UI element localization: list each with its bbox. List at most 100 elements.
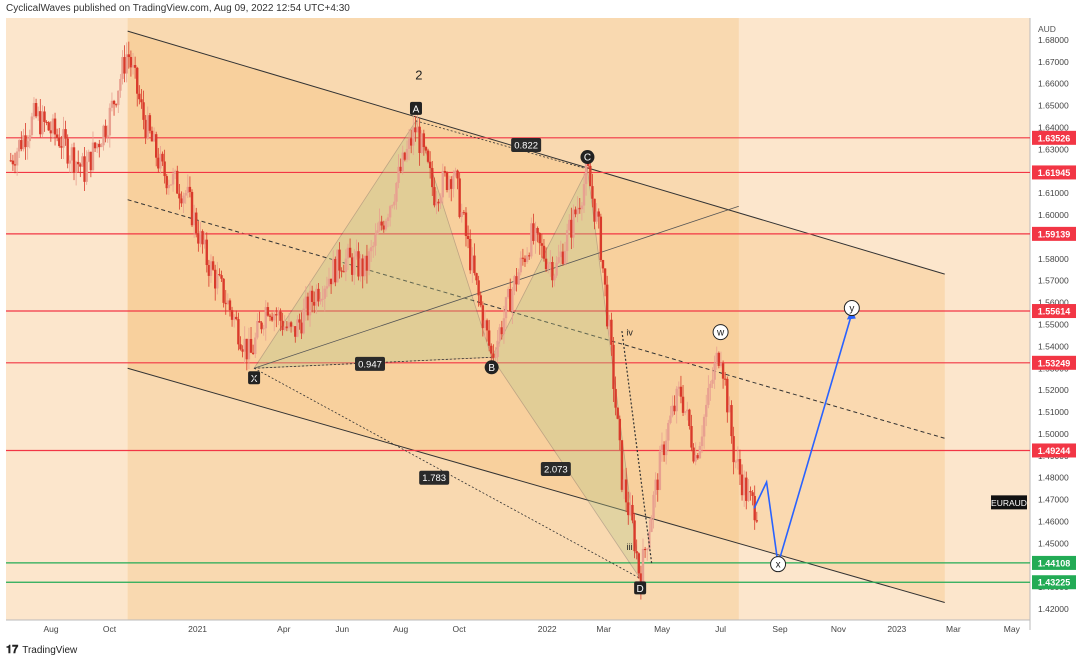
level-tag-0	[1032, 130, 1076, 145]
candle-body	[121, 57, 124, 79]
candle-body	[353, 256, 356, 275]
candle-body	[26, 141, 29, 148]
candle-body	[277, 311, 280, 316]
candle-body	[171, 173, 175, 185]
candle-body	[176, 170, 179, 194]
candle-body	[530, 223, 533, 257]
candle-body	[34, 103, 38, 117]
candle-body	[641, 548, 645, 589]
candle-body	[445, 172, 449, 190]
candle-body	[616, 407, 619, 419]
candle-body	[313, 301, 316, 306]
wave-circle-w	[712, 324, 729, 341]
candle-body	[686, 409, 689, 412]
candle-body	[711, 379, 714, 384]
channel-middle-line	[127, 199, 945, 439]
candle-body	[650, 517, 653, 532]
candle-body	[321, 298, 324, 300]
candle-body	[237, 319, 240, 345]
harmonic-point-b-label: B	[488, 363, 495, 374]
level-tag-3	[1032, 304, 1076, 319]
candle-body	[559, 251, 563, 258]
wave-circle-label-x: x	[776, 560, 781, 571]
candle-body	[296, 319, 299, 337]
candle-body	[580, 205, 584, 210]
candle-body	[574, 209, 577, 215]
candle-body	[87, 151, 90, 162]
candle-body	[538, 233, 541, 244]
candle-body	[452, 175, 455, 189]
symbol-tag	[991, 495, 1027, 510]
candle-body	[681, 396, 685, 413]
candle-body	[350, 257, 354, 275]
candle-body	[540, 243, 544, 246]
candle-body	[178, 193, 181, 199]
candle-body	[690, 426, 693, 448]
candle-body	[578, 207, 581, 210]
x-tick-label-2: 2021	[188, 624, 207, 634]
candle-body	[28, 135, 31, 142]
candle-body	[534, 227, 537, 241]
y-tick-label-18: 1.60000	[1038, 210, 1069, 220]
candle-body	[614, 388, 617, 408]
candle-body	[717, 352, 721, 366]
candle-body	[553, 275, 556, 281]
level-tag-4	[1032, 355, 1076, 370]
candle-body	[119, 78, 122, 91]
candle-body	[702, 416, 706, 437]
candle-body	[249, 338, 253, 353]
candle-body	[281, 320, 284, 331]
candle-body	[298, 319, 301, 323]
candle-body	[363, 255, 367, 277]
candle-body	[369, 247, 373, 252]
harmonic-point-b-marker	[484, 360, 499, 375]
level-tag-label-2: 1.59139	[1038, 229, 1071, 239]
candle-body	[471, 255, 474, 271]
candle-body	[433, 187, 436, 206]
candle-body	[403, 152, 407, 160]
candle-body	[435, 201, 438, 206]
candle-body	[605, 284, 609, 327]
candle-body	[211, 261, 215, 270]
candle-body	[386, 217, 390, 221]
candle-body	[43, 111, 46, 122]
candle-body	[660, 444, 664, 452]
y-tick-label-22: 1.64000	[1038, 122, 1069, 132]
candle-body	[127, 54, 131, 58]
candle-body	[262, 328, 265, 330]
candle-body	[652, 494, 655, 518]
candle-body	[395, 182, 398, 202]
level-tag-5	[1032, 443, 1076, 458]
level-tag-label-1: 1.61945	[1038, 168, 1071, 178]
candle-body	[11, 160, 15, 165]
wave-circle-y	[843, 300, 860, 317]
candle-body	[22, 135, 25, 150]
candle-body	[555, 262, 558, 276]
candle-body	[216, 274, 219, 289]
candle-body	[593, 198, 596, 222]
candle-body	[270, 316, 274, 321]
candle-body	[633, 520, 636, 552]
y-tick-label-5: 1.47000	[1038, 495, 1069, 505]
candle-body	[734, 461, 737, 463]
candle-body	[637, 553, 640, 574]
footer-brand: 𝟏𝟕 TradingView	[6, 644, 77, 657]
candle-body	[673, 405, 676, 412]
level-tag-label-6: 1.44108	[1038, 558, 1071, 568]
candle-body	[108, 107, 112, 136]
candle-body	[66, 138, 69, 164]
harmonic-point-a-marker	[409, 101, 422, 115]
candle-body	[662, 444, 666, 456]
wave-circle-label-y: y	[849, 304, 854, 315]
candle-body	[142, 102, 145, 120]
candle-body	[441, 170, 445, 198]
candle-body	[563, 250, 567, 264]
currency-label: AUD	[1038, 24, 1056, 34]
candle-body	[610, 319, 613, 345]
candle-body	[226, 300, 230, 305]
wave-circle-label-w: w	[716, 328, 725, 339]
candle-body	[576, 207, 579, 215]
candle-body	[658, 451, 662, 490]
candle-body	[258, 321, 261, 323]
